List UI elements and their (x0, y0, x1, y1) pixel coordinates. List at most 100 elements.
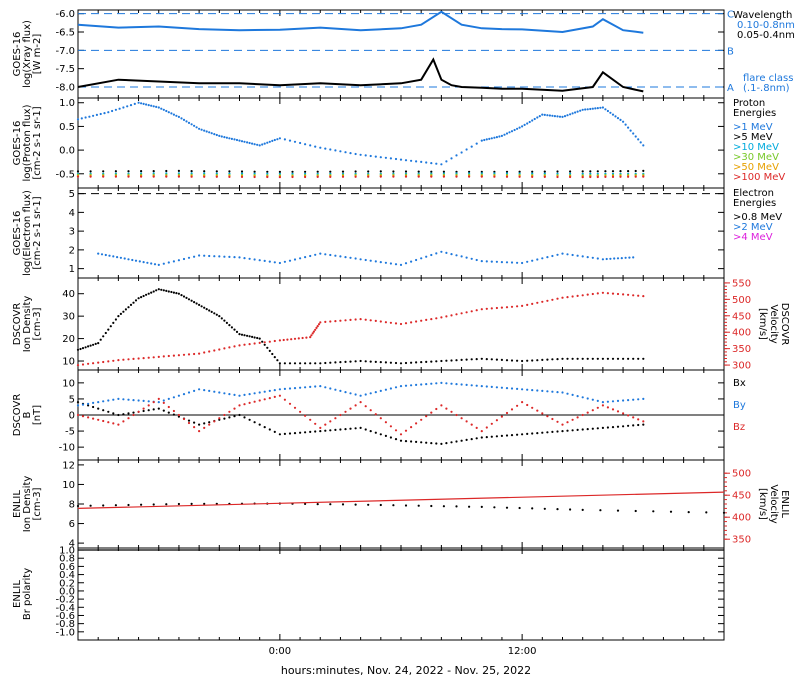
data-point (129, 104, 133, 107)
data-point (182, 393, 186, 396)
data-point (266, 170, 269, 173)
data-point (230, 137, 233, 140)
data-point (561, 296, 564, 299)
y-left-label-line: B (22, 411, 33, 418)
data-point (329, 320, 332, 323)
data-point (213, 390, 216, 393)
data-point (445, 315, 448, 318)
data-point (344, 410, 347, 413)
data-point (193, 389, 196, 392)
data-point (571, 253, 574, 257)
data-point (153, 263, 157, 266)
data-point (246, 334, 249, 337)
data-point (251, 335, 254, 338)
data-point (384, 434, 387, 437)
legend-footer: (.1-.8nm) (743, 83, 790, 94)
data-point (92, 401, 95, 404)
data-point (354, 257, 357, 260)
data-point (455, 359, 458, 362)
data-point (415, 258, 418, 262)
data-point (392, 504, 395, 507)
data-point (109, 325, 112, 328)
data-point (95, 113, 98, 116)
y-left-label-line: [nT] (32, 405, 43, 425)
data-point (339, 361, 342, 364)
data-point (116, 256, 119, 259)
data-point (165, 175, 168, 178)
data-point (263, 426, 266, 429)
data-point (215, 133, 218, 137)
data-point (165, 169, 168, 173)
data-point (190, 299, 193, 302)
data-point (142, 399, 145, 402)
panel-frame (77, 459, 725, 549)
data-point (97, 361, 100, 364)
data-point (334, 361, 337, 364)
data-point (556, 297, 559, 300)
data-point (172, 409, 175, 413)
data-point (319, 385, 322, 388)
data-point (455, 413, 458, 417)
data-point (177, 115, 180, 118)
data-point (297, 337, 300, 340)
data-point (253, 392, 256, 395)
legend-title: Proton (733, 98, 765, 109)
data-point (571, 357, 574, 360)
data-point (531, 170, 534, 173)
data-point (157, 263, 160, 266)
data-point (283, 387, 286, 390)
data-point (518, 506, 521, 510)
data-point (460, 255, 463, 258)
data-point (317, 323, 321, 326)
data-point (622, 412, 625, 415)
data-point (526, 359, 529, 362)
data-point (100, 253, 104, 256)
data-point (172, 354, 175, 357)
data-point (261, 340, 264, 343)
data-point (374, 155, 377, 158)
data-point (228, 410, 231, 413)
data-point (541, 257, 544, 260)
data-point (339, 319, 342, 322)
data-point (319, 321, 322, 324)
y-right-tick-label: 400 (732, 328, 751, 339)
data-point (571, 418, 574, 421)
data-point (263, 398, 266, 401)
y-right-label-line: [km/s] (757, 488, 768, 520)
data-point (516, 305, 519, 308)
data-point (642, 397, 645, 400)
data-point (354, 427, 357, 430)
data-point (359, 401, 362, 404)
data-point (367, 503, 370, 506)
data-point (268, 397, 271, 400)
data-point (172, 413, 175, 416)
data-point (510, 130, 514, 133)
data-point (155, 289, 158, 292)
data-point (312, 330, 315, 333)
data-point (548, 114, 552, 117)
data-point (329, 503, 332, 506)
data-point (198, 127, 201, 130)
data-point (145, 103, 148, 106)
data-point (329, 420, 332, 423)
data-point (523, 123, 526, 126)
data-point (140, 175, 143, 178)
data-point (546, 415, 549, 418)
data-point (122, 106, 125, 109)
x-tick-label: 12:00 (508, 646, 537, 657)
data-point (293, 432, 297, 435)
data-point (455, 170, 458, 173)
data-point (611, 400, 615, 403)
data-point (137, 101, 140, 104)
data-point (374, 413, 377, 416)
data-point (293, 362, 297, 365)
series-bz (76, 394, 645, 436)
data-point (579, 109, 582, 112)
data-point (642, 295, 645, 298)
data-point (131, 258, 134, 262)
data-point (203, 170, 206, 173)
data-point (611, 408, 615, 411)
data-point (369, 154, 372, 158)
data-point (309, 144, 312, 147)
